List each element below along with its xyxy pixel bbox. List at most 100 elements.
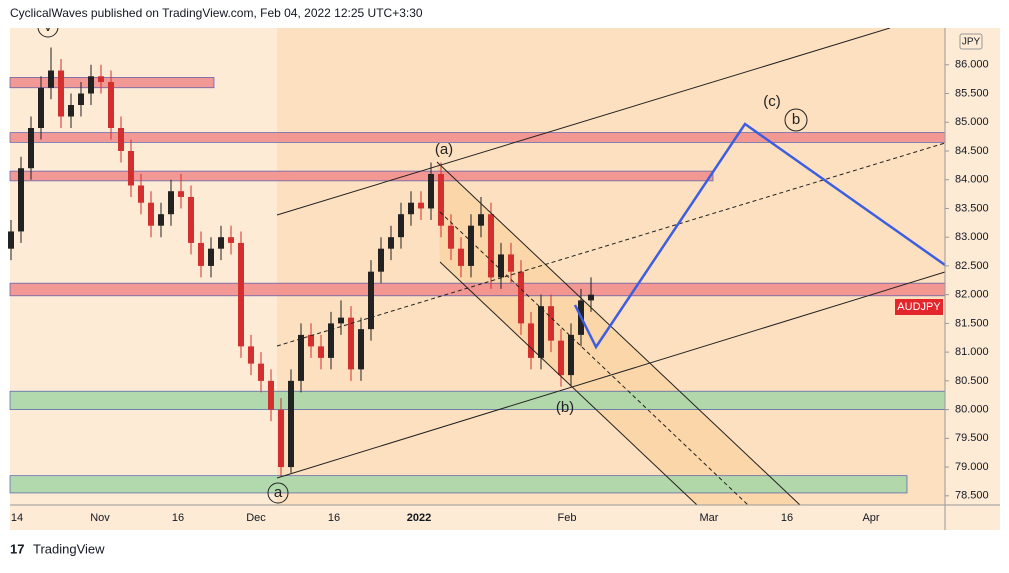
x-tick-label: Nov bbox=[90, 512, 110, 524]
down-channel-upper bbox=[436, 161, 801, 506]
candle-body bbox=[198, 242, 204, 266]
candle-body bbox=[498, 254, 504, 278]
wave-label: (a) bbox=[435, 141, 453, 158]
candle-body bbox=[508, 254, 514, 272]
candle-body bbox=[348, 317, 354, 370]
channel-upper bbox=[276, 27, 891, 216]
candle-body bbox=[258, 363, 264, 381]
candle-body bbox=[148, 202, 154, 226]
footer-logo: 17 bbox=[10, 541, 24, 556]
candle-body bbox=[98, 76, 104, 83]
y-tick-label: 86.000 bbox=[955, 59, 989, 71]
candle-body bbox=[538, 306, 544, 358]
candle-body bbox=[558, 340, 564, 376]
candle-body bbox=[378, 248, 384, 272]
candle-body bbox=[468, 225, 474, 266]
candle-body bbox=[548, 306, 554, 341]
y-tick-label: 85.500 bbox=[955, 87, 989, 99]
candle-body bbox=[388, 237, 394, 249]
price-zone bbox=[9, 170, 714, 182]
candle-body bbox=[488, 214, 494, 278]
candle-body bbox=[38, 87, 44, 128]
candle-body bbox=[68, 105, 74, 117]
candle-body bbox=[308, 334, 314, 347]
candle-body bbox=[368, 271, 374, 330]
candle-body bbox=[518, 271, 524, 324]
candle-body bbox=[278, 409, 284, 468]
candle-body bbox=[48, 70, 54, 88]
x-tick-label: 16 bbox=[172, 512, 184, 524]
wave-label: (c) bbox=[763, 93, 781, 110]
projection-bg bbox=[277, 28, 945, 505]
candle-body bbox=[158, 214, 164, 226]
candle-body bbox=[8, 231, 14, 249]
currency-label: JPY bbox=[962, 37, 981, 48]
price-zone bbox=[9, 475, 908, 494]
candle-body bbox=[318, 346, 324, 358]
candle-body bbox=[568, 334, 574, 376]
candle-body bbox=[58, 70, 64, 117]
candle-body bbox=[398, 214, 404, 238]
candle-body bbox=[88, 76, 94, 94]
candle-body bbox=[478, 214, 484, 226]
symbol-label: AUDJPY bbox=[897, 301, 941, 313]
price-zone bbox=[9, 282, 946, 297]
candle-body bbox=[248, 346, 254, 364]
y-tick-label: 81.000 bbox=[955, 346, 989, 358]
candle-body bbox=[428, 173, 434, 209]
x-tick-label: Dec bbox=[246, 512, 266, 524]
wave-label: b bbox=[792, 111, 800, 128]
candle-body bbox=[288, 380, 294, 468]
price-zone bbox=[9, 390, 946, 410]
wave-circle bbox=[784, 108, 808, 132]
candle-body bbox=[338, 317, 344, 324]
y-tick-label: 82.500 bbox=[955, 260, 989, 272]
x-tick-label: Apr bbox=[862, 512, 879, 524]
currency-badge bbox=[959, 33, 983, 50]
y-tick-label: 78.500 bbox=[955, 490, 989, 502]
x-tick-label: 2022 bbox=[407, 512, 431, 524]
x-tick-label: 16 bbox=[328, 512, 340, 524]
channel-lower bbox=[276, 271, 946, 479]
candle-body bbox=[228, 237, 234, 243]
y-tick-label: 84.000 bbox=[955, 174, 989, 186]
y-tick-label: 79.000 bbox=[955, 461, 989, 473]
y-tick-label: 85.000 bbox=[955, 116, 989, 128]
candle-body bbox=[168, 191, 174, 215]
y-tick-label: 79.500 bbox=[955, 432, 989, 444]
y-tick-label: 80.000 bbox=[955, 404, 989, 416]
down-channel-mid bbox=[439, 211, 749, 506]
price-zone bbox=[9, 132, 946, 143]
candle-body bbox=[28, 127, 34, 169]
candle-body bbox=[18, 168, 24, 232]
candle-body bbox=[178, 191, 184, 197]
candle-body bbox=[438, 173, 444, 226]
x-tick-label: Mar bbox=[700, 512, 719, 524]
candle-body bbox=[418, 202, 424, 209]
candle-body bbox=[78, 93, 84, 106]
candle-body bbox=[188, 196, 194, 243]
candle-body bbox=[328, 323, 334, 358]
y-tick-label: 83.000 bbox=[955, 231, 989, 243]
y-tick-label: 84.500 bbox=[955, 145, 989, 157]
candle-body bbox=[458, 248, 464, 266]
down-channel-lower bbox=[439, 261, 698, 506]
candle-body bbox=[218, 237, 224, 249]
y-tick-label: 80.500 bbox=[955, 375, 989, 387]
candle-body bbox=[268, 380, 274, 410]
x-tick-label: Feb bbox=[558, 512, 577, 524]
symbol-badge bbox=[895, 299, 943, 315]
x-tick-label: 14 bbox=[11, 512, 23, 524]
candle-body bbox=[138, 185, 144, 203]
candle-body bbox=[448, 225, 454, 249]
x-tick-label: 16 bbox=[781, 512, 793, 524]
y-tick-label: 83.500 bbox=[955, 202, 989, 214]
y-tick-label: 81.500 bbox=[955, 317, 989, 329]
candle-body bbox=[298, 334, 304, 381]
y-tick-label: 82.000 bbox=[955, 289, 989, 301]
header-bg bbox=[0, 0, 1009, 28]
candle-body bbox=[128, 150, 134, 186]
candle-body bbox=[208, 248, 214, 266]
candle-body bbox=[238, 242, 244, 347]
